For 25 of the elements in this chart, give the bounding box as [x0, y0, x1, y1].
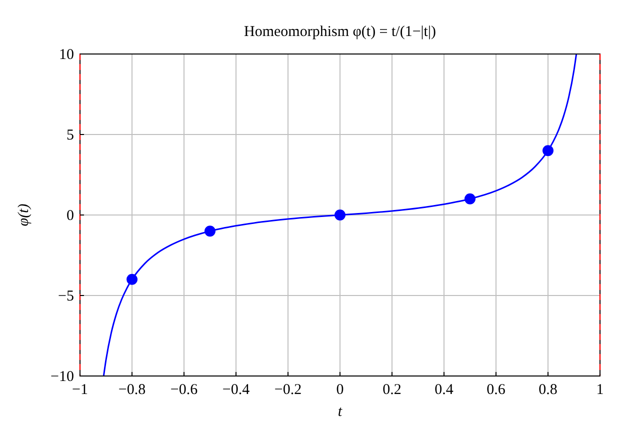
point — [464, 193, 476, 204]
x-tick-label: 0.6 — [486, 382, 506, 398]
x-tick-label: 0.8 — [538, 382, 558, 398]
line-series — [102, 54, 578, 376]
y-tick-label: 0 — [66, 208, 74, 224]
x-tick-label: −0.8 — [118, 382, 146, 398]
point — [334, 210, 346, 220]
y-tick-label: −5 — [58, 288, 74, 304]
x-tick-label: −0.4 — [222, 382, 250, 398]
y-axis-title: φ(t) — [16, 204, 32, 226]
x-tick-label: 1 — [596, 382, 604, 398]
chart-title: Homeomorphism φ(t) = t/(1−|t|) — [244, 24, 436, 40]
x-tick-label: 0.2 — [382, 382, 402, 398]
x-tick-label: −0.6 — [170, 382, 198, 398]
x-tick-label: −1 — [72, 382, 88, 398]
y-tick-label: 5 — [66, 128, 74, 144]
x-axis-title: t — [338, 404, 343, 420]
x-tick-label: 0 — [336, 382, 344, 398]
y-tick-label: 10 — [59, 47, 74, 63]
y-tick-label: −10 — [50, 369, 74, 385]
point — [126, 274, 138, 285]
x-tick-label: 0.4 — [434, 382, 454, 398]
point — [204, 226, 216, 237]
point — [542, 145, 554, 156]
x-tick-label: −0.2 — [274, 382, 302, 398]
